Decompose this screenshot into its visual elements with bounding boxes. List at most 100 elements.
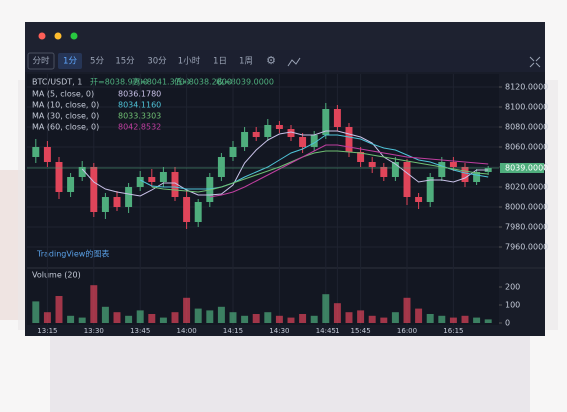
candle-body bbox=[136, 177, 144, 187]
x-tick-label: 13:15 bbox=[37, 327, 57, 335]
volume-bar bbox=[90, 285, 98, 323]
volume-bar bbox=[264, 312, 272, 323]
candle-body bbox=[345, 127, 353, 152]
ma-line bbox=[151, 150, 489, 193]
volume-bar bbox=[229, 312, 237, 323]
volume-bar bbox=[368, 315, 376, 323]
candle-body bbox=[183, 197, 191, 222]
settings-icon[interactable]: ⚙ bbox=[266, 54, 276, 67]
candle-body bbox=[275, 125, 283, 129]
x-tick-label: 13:45 bbox=[130, 327, 150, 335]
ohlc-value: 开=8038.9700 bbox=[90, 78, 148, 87]
x-tick-label: 16:15 bbox=[443, 327, 463, 335]
candle-body bbox=[159, 172, 167, 182]
timeframe-tab[interactable]: 1小时 bbox=[178, 56, 201, 67]
last-price-label: 8039.0000 bbox=[505, 164, 548, 173]
ma-line bbox=[139, 134, 489, 190]
y-tick-label: 7960.0000 bbox=[505, 243, 548, 252]
watermark: TradingView的图表 bbox=[36, 249, 109, 259]
x-tick-label: 14:00 bbox=[177, 327, 197, 335]
candle-body bbox=[194, 202, 202, 222]
volume-bar bbox=[310, 315, 318, 323]
volume-bar bbox=[136, 310, 144, 323]
volume-bar bbox=[287, 317, 295, 323]
candle-body bbox=[391, 162, 399, 177]
last-price-tag bbox=[500, 163, 544, 173]
volume-bar bbox=[159, 317, 167, 323]
candle-body bbox=[461, 167, 469, 182]
candle-body bbox=[148, 177, 156, 182]
y-tick-label: 8060.0000 bbox=[505, 143, 548, 152]
volume-tick-label: 200 bbox=[505, 283, 520, 292]
legend-value: 8036.1780 bbox=[118, 90, 161, 99]
candle-body bbox=[403, 162, 411, 197]
timeframe-tab[interactable]: 15分 bbox=[115, 57, 135, 67]
volume-bar bbox=[55, 296, 63, 323]
indicator-icon[interactable] bbox=[287, 57, 301, 67]
y-tick-label: 8020.0000 bbox=[505, 183, 548, 192]
timeframe-tab[interactable]: 1日 bbox=[213, 57, 227, 67]
volume-bar bbox=[299, 314, 307, 323]
reflection bbox=[50, 335, 530, 412]
minimize-button[interactable] bbox=[54, 32, 62, 40]
candle-body bbox=[449, 162, 457, 167]
timeframe-tab[interactable]: 1周 bbox=[239, 57, 253, 67]
candle-body bbox=[241, 132, 249, 147]
x-tick-label: 13:30 bbox=[84, 327, 104, 335]
zoom-button[interactable] bbox=[70, 32, 78, 40]
volume-bar bbox=[449, 317, 457, 323]
x-tick-label: 1 bbox=[335, 327, 339, 335]
timeframe-tab[interactable]: 分时 bbox=[32, 56, 50, 67]
x-tick-label: 14:15 bbox=[223, 327, 243, 335]
y-tick-label: 8120.0000 bbox=[505, 83, 548, 92]
candle-body bbox=[55, 162, 63, 192]
close-button[interactable] bbox=[38, 32, 46, 40]
legend-name: MA (30, close, 0) bbox=[32, 112, 99, 121]
volume-bar bbox=[241, 315, 249, 323]
title-bar bbox=[25, 22, 545, 50]
candle-body bbox=[125, 187, 133, 207]
volume-bar bbox=[415, 308, 423, 323]
volume-tick-label: 100 bbox=[505, 301, 520, 310]
active-tab bbox=[58, 53, 82, 69]
candle-body bbox=[380, 167, 388, 177]
volume-bar bbox=[113, 312, 121, 323]
x-tick-label: 14:30 bbox=[269, 327, 289, 335]
candle-body bbox=[299, 137, 307, 147]
ma-line bbox=[81, 130, 489, 197]
ohlc-value: 收=8039.0000 bbox=[216, 77, 274, 87]
candle-body bbox=[438, 162, 446, 177]
timeframe-tab[interactable]: 5分 bbox=[90, 57, 104, 67]
candle-body bbox=[473, 172, 481, 182]
volume-bar bbox=[345, 312, 353, 323]
timeframe-tab[interactable]: 30分 bbox=[147, 57, 167, 67]
toolbar bbox=[25, 50, 545, 72]
ohlc-value: 高=8041.3700 bbox=[132, 77, 190, 87]
legend-value: 8042.8532 bbox=[118, 123, 161, 132]
volume-bar bbox=[125, 315, 133, 323]
candle-body bbox=[113, 197, 121, 207]
symbol: BTC/USDT, 1 bbox=[32, 78, 82, 87]
volume-bar bbox=[484, 319, 492, 323]
y-tick-label: 7980.0000 bbox=[505, 223, 548, 232]
fullscreen-icon[interactable] bbox=[529, 56, 541, 68]
volume-bar bbox=[438, 315, 446, 323]
volume-bar bbox=[171, 312, 179, 323]
timeframe-tab[interactable]: 1分 bbox=[63, 57, 77, 67]
tab-border bbox=[27, 52, 55, 70]
volume-bar bbox=[148, 314, 156, 323]
y-tick-label: 8080.0000 bbox=[505, 123, 548, 132]
ma-line bbox=[209, 144, 489, 198]
volume-bar bbox=[78, 317, 86, 323]
ohlc-value: 低=8038.2600 bbox=[174, 77, 232, 87]
volume-bar bbox=[357, 310, 365, 323]
volume-bar bbox=[252, 314, 260, 323]
candle-body bbox=[101, 197, 109, 212]
x-tick-label: 15:45 bbox=[351, 327, 371, 335]
candle-body bbox=[264, 125, 272, 137]
legend-value: 8034.1160 bbox=[118, 101, 161, 110]
candle-body bbox=[217, 157, 225, 177]
candle-body bbox=[90, 167, 98, 212]
